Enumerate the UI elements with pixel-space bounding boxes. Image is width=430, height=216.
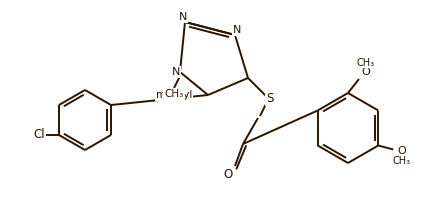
Text: CH₃: CH₃ (357, 58, 375, 68)
Text: N: N (172, 67, 180, 77)
Text: N: N (179, 12, 187, 22)
Text: Cl: Cl (33, 129, 45, 141)
Text: O: O (362, 67, 370, 77)
Text: N: N (233, 25, 241, 35)
Text: methyl: methyl (156, 90, 192, 100)
Text: CH₃: CH₃ (164, 89, 184, 99)
Text: S: S (266, 92, 273, 105)
Text: CH₃: CH₃ (392, 156, 410, 165)
Text: O: O (223, 168, 233, 181)
Text: O: O (397, 146, 405, 156)
